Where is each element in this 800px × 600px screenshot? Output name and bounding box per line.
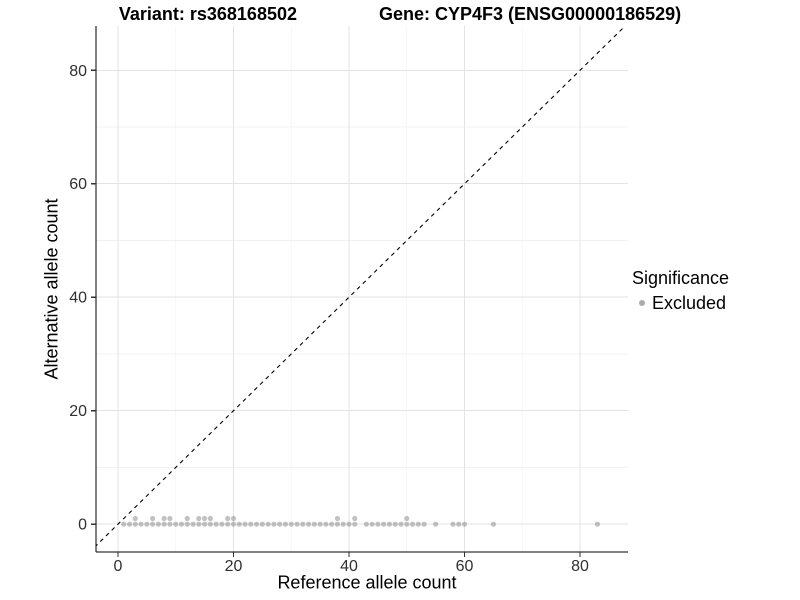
data-point <box>155 521 161 527</box>
data-point <box>201 515 208 522</box>
data-point <box>190 521 196 527</box>
data-point <box>201 521 208 527</box>
data-point <box>277 521 283 527</box>
data-point <box>132 521 138 527</box>
data-point <box>305 521 312 527</box>
data-point <box>167 515 173 522</box>
data-point <box>594 521 600 527</box>
legend-item-excluded: Excluded <box>632 292 729 314</box>
data-point <box>259 521 265 527</box>
data-point <box>161 515 167 522</box>
data-point <box>126 521 133 527</box>
plot-title: Variant: rs368168502 Gene: CYP4F3 (ENSG0… <box>0 3 800 25</box>
y-tick-label: 60 <box>69 176 87 193</box>
data-point <box>381 521 387 527</box>
data-point <box>121 521 127 527</box>
data-point <box>311 521 317 527</box>
plot-title-variant: Variant: rs368168502 <box>118 3 297 24</box>
data-point <box>409 521 416 527</box>
data-point <box>173 521 179 527</box>
data-point <box>340 521 346 527</box>
x-tick-label: 60 <box>456 558 474 575</box>
data-point <box>404 515 410 522</box>
data-point <box>375 521 381 527</box>
data-point <box>219 521 225 527</box>
data-point <box>450 521 456 527</box>
data-point <box>138 521 144 527</box>
data-point <box>248 521 254 527</box>
data-point <box>265 521 271 527</box>
data-point <box>294 521 300 527</box>
x-tick-label: 80 <box>571 558 589 575</box>
data-point <box>225 515 231 522</box>
data-point <box>392 521 398 527</box>
data-point <box>207 515 213 522</box>
data-point <box>323 521 329 527</box>
data-point <box>196 521 202 527</box>
data-point <box>433 521 439 527</box>
legend-title: Significance <box>632 268 730 288</box>
data-point <box>461 521 468 527</box>
data-point <box>271 521 277 527</box>
data-point <box>196 515 202 522</box>
y-tick-label: 80 <box>69 63 87 80</box>
data-point <box>230 521 237 527</box>
identity-line <box>96 26 626 547</box>
x-axis-title: Reference allele count <box>277 572 457 593</box>
data-point <box>230 515 237 522</box>
data-point <box>456 521 462 527</box>
data-point <box>132 515 138 522</box>
data-point <box>300 521 306 527</box>
y-tick-label: 0 <box>78 517 87 534</box>
data-point <box>398 521 404 527</box>
plot-title-gene: Gene: CYP4F3 (ENSG00000186529) <box>378 3 682 24</box>
legend: Significance Excluded <box>632 267 729 314</box>
data-point <box>150 521 156 527</box>
data-point <box>329 521 335 527</box>
data-point <box>317 521 323 527</box>
data-point <box>369 521 375 527</box>
data-point <box>161 521 167 527</box>
data-point <box>184 515 190 522</box>
x-tick-label: 40 <box>340 558 358 575</box>
legend-item-label: Excluded <box>652 293 727 313</box>
y-tick-label: 20 <box>69 403 87 420</box>
data-point <box>288 521 294 527</box>
data-point <box>144 521 150 527</box>
y-tick-label: 40 <box>69 290 87 307</box>
data-point <box>404 521 410 527</box>
data-point <box>167 521 173 527</box>
data-point <box>150 515 156 522</box>
data-point <box>213 521 219 527</box>
data-point <box>386 521 393 527</box>
data-point <box>225 521 231 527</box>
data-point <box>421 521 427 527</box>
data-point <box>242 521 248 527</box>
data-point <box>490 521 497 527</box>
data-point <box>334 515 341 522</box>
data-point <box>253 521 260 527</box>
data-point <box>363 521 369 527</box>
data-point <box>352 515 358 522</box>
data-point <box>236 521 242 527</box>
data-point <box>352 521 358 527</box>
legend-key-dot <box>639 300 645 306</box>
data-point <box>184 521 190 527</box>
data-point <box>178 521 185 527</box>
x-tick-label: 0 <box>113 558 122 575</box>
data-point <box>415 521 421 527</box>
data-point <box>282 521 289 527</box>
data-point <box>334 521 341 527</box>
x-tick-label: 20 <box>225 558 243 575</box>
data-point <box>346 521 352 527</box>
data-point <box>207 521 213 527</box>
